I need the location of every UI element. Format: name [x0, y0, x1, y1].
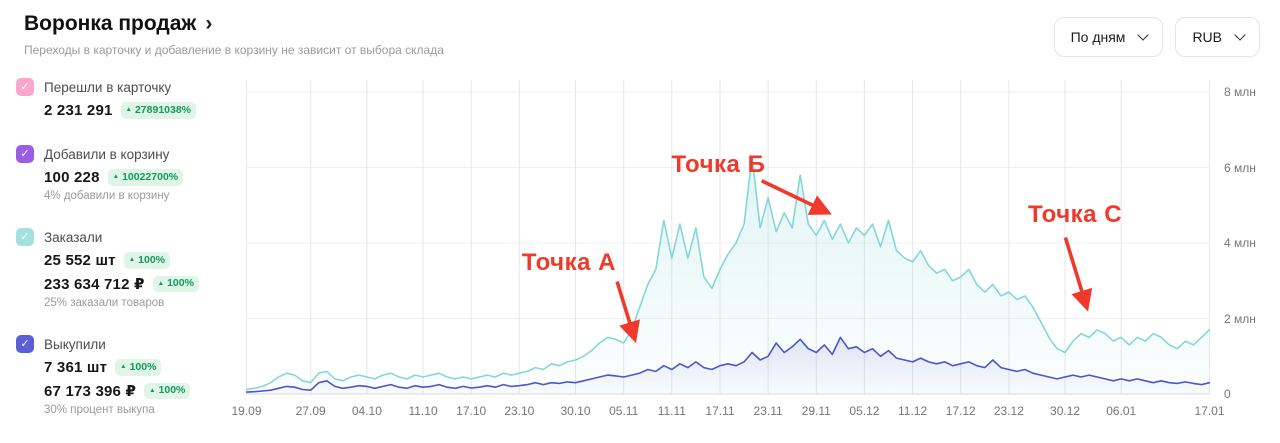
- x-axis-label: 17.11: [705, 404, 735, 418]
- funnel-metric-item: ✓ Заказали 25 552 шт ▲ 100% 233 634 712 ₽ ▲ 100…: [16, 228, 240, 309]
- check-icon: ✓: [20, 230, 30, 243]
- chevron-right-icon: ›: [205, 11, 213, 35]
- trend-up-icon: ▲: [112, 173, 120, 181]
- trend-value: 100%: [167, 277, 194, 290]
- x-axis-label: 11.11: [657, 404, 686, 418]
- trend-badge: ▲ 27891038%: [120, 102, 197, 119]
- x-axis-label: 30.12: [1050, 404, 1081, 418]
- annotation-arrow: [760, 179, 832, 215]
- series-buyouts-line: [246, 336, 1210, 393]
- y-axis-labels: 0 2 млн 4 млн 6 млн 8 млн: [1214, 80, 1268, 401]
- funnel-metric-item: ✓ Добавили в корзину 100 228 ▲ 10022700% 4% д…: [16, 145, 240, 202]
- x-axis-label: 23.12: [993, 404, 1024, 418]
- y-axis-label: 4 млн: [1224, 236, 1256, 250]
- x-axis-label: 06.01: [1106, 404, 1137, 418]
- metric-checkbox[interactable]: ✓: [16, 335, 34, 353]
- metric-value: 25 552 шт: [44, 252, 116, 269]
- x-axis-label: 23.11: [753, 404, 783, 418]
- trend-badge: ▲ 100%: [123, 252, 170, 269]
- y-axis-label: 8 млн: [1224, 85, 1256, 99]
- metric-note: 4% добавили в корзину: [44, 190, 170, 202]
- trend-value: 10022700%: [122, 170, 179, 183]
- check-icon: ✓: [20, 80, 30, 93]
- metric-value: 67 173 396 ₽: [44, 383, 137, 400]
- chevron-down-icon: [1137, 29, 1150, 41]
- x-axis-label: 05.11: [609, 404, 639, 418]
- funnel-metric-item: ✓ Выкупили 7 361 шт ▲ 100% 67 173 396 ₽ ▲ 100% 3…: [16, 335, 240, 416]
- trend-value: 100%: [129, 360, 157, 373]
- page-title: Воронка продаж: [24, 12, 197, 35]
- x-axis-label: 30.10: [560, 404, 591, 418]
- series-orders-line: [246, 155, 1210, 391]
- metric-label: Заказали: [44, 229, 103, 245]
- metric-label: Добавили в корзину: [44, 146, 170, 162]
- check-icon: ✓: [20, 337, 30, 350]
- page-title-link[interactable]: Воронка продаж ›: [24, 12, 212, 36]
- metric-label: Перешли в карточку: [44, 79, 172, 95]
- check-icon: ✓: [20, 147, 30, 160]
- series-buyouts-area: [246, 337, 1210, 394]
- y-axis-label: 0: [1224, 387, 1231, 401]
- period-select-value: По дням: [1070, 29, 1126, 45]
- x-axis-label: 17.10: [456, 404, 487, 418]
- trend-up-icon: ▲: [149, 386, 156, 394]
- x-axis-label: 29.11: [801, 404, 831, 418]
- page-header: Воронка продаж › Переходы в карточку и д…: [24, 12, 1260, 70]
- page-subtitle: Переходы в карточку и добавление в корзи…: [24, 43, 444, 57]
- trend-up-icon: ▲: [128, 256, 136, 264]
- trend-value: 100%: [158, 384, 186, 397]
- y-axis-label: 6 млн: [1224, 160, 1256, 175]
- x-axis-label: 27.09: [295, 404, 326, 418]
- trend-badge: ▲ 100%: [115, 359, 162, 376]
- annotation-arrow: [1063, 236, 1093, 312]
- metric-checkbox[interactable]: ✓: [16, 145, 34, 163]
- metric-value: 7 361 шт: [44, 359, 108, 376]
- metric-note: 25% заказали товаров: [44, 297, 165, 309]
- x-axis-label: 17.01: [1194, 404, 1225, 418]
- chart-plot[interactable]: Точка А Точка Б Точка C: [246, 80, 1210, 395]
- series-orders-area: [246, 156, 1210, 394]
- x-axis-label: 23.10: [504, 404, 535, 418]
- trend-up-icon: ▲: [120, 363, 127, 371]
- metric-checkbox[interactable]: ✓: [16, 228, 34, 246]
- x-axis-label: 11.12: [897, 404, 928, 418]
- metrics-sidebar: ✓ Перешли в карточку 2 231 291 ▲ 27891038% ✓ Д…: [16, 78, 240, 442]
- y-axis-label: 2 млн: [1224, 311, 1256, 326]
- funnel-metric-item: ✓ Перешли в карточку 2 231 291 ▲ 27891038%: [16, 78, 240, 119]
- trend-up-icon: ▲: [125, 106, 132, 114]
- trend-value: 27891038%: [134, 103, 192, 116]
- trend-value: 100%: [138, 253, 165, 266]
- metric-checkbox[interactable]: ✓: [16, 78, 34, 96]
- header-controls: По дням RUB: [1053, 17, 1260, 57]
- x-axis-label: 05.12: [849, 404, 880, 418]
- currency-select[interactable]: RUB: [1175, 17, 1260, 57]
- annotation-arrow: [615, 281, 640, 344]
- chevron-down-icon: [1234, 29, 1246, 41]
- currency-select-value: RUB: [1192, 29, 1222, 45]
- trend-badge: ▲ 100%: [152, 275, 199, 293]
- period-select[interactable]: По дням: [1053, 17, 1164, 57]
- metric-value: 2 231 291: [44, 102, 113, 119]
- metric-value: 233 634 712 ₽: [44, 276, 145, 293]
- trend-up-icon: ▲: [157, 279, 165, 287]
- x-axis-labels: 19.09 27.09 04.10 11.10 17.10 23.10 30.10 05.11…: [231, 404, 1224, 420]
- x-axis-label: 11.10: [408, 404, 438, 418]
- trend-badge: ▲ 10022700%: [107, 169, 184, 186]
- chart-area: Точка А Точка Б Точка C 19.09 27.09 04.10 11.…: [231, 80, 1268, 418]
- metric-note: 30% процент выкупа: [44, 404, 155, 416]
- metric-value: 100 228: [44, 169, 100, 186]
- x-axis-label: 04.10: [351, 404, 382, 418]
- trend-badge: ▲ 100%: [144, 382, 191, 400]
- x-axis-label: 19.09: [231, 404, 262, 418]
- metric-label: Выкупили: [44, 336, 106, 352]
- x-axis-label: 17.12: [945, 404, 976, 418]
- funnel-chart: [246, 80, 1210, 395]
